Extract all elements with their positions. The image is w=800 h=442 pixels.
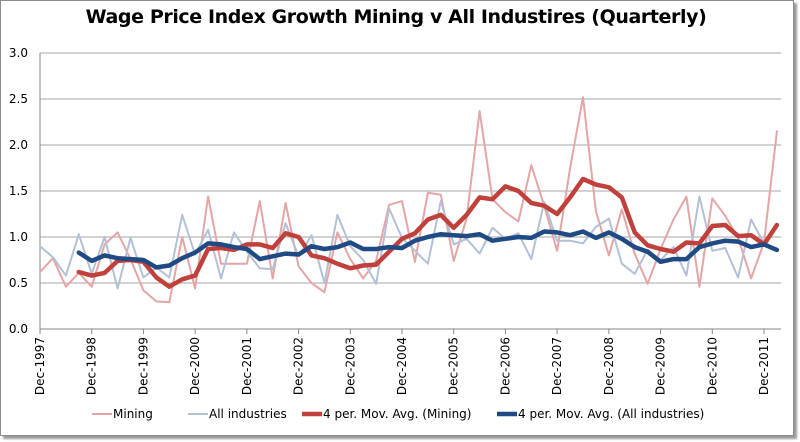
x-tick-label: Dec-2002 — [292, 337, 306, 395]
x-tick-label: Dec-2009 — [654, 337, 668, 395]
series-mining — [39, 96, 778, 304]
y-tick-label: 0.0 — [9, 322, 28, 336]
x-tick-label: Dec-2006 — [498, 337, 512, 395]
x-tick-label: Dec-2001 — [240, 337, 254, 395]
x-tick-label: Dec-1997 — [33, 337, 47, 395]
x-tick-label: Dec-2005 — [447, 337, 461, 395]
series-all-industries-moving-average — [76, 229, 780, 270]
legend-label: Mining — [113, 407, 153, 421]
y-tick-label: 3.0 — [9, 46, 28, 60]
y-tick-label: 1.0 — [9, 230, 28, 244]
x-tick-label: Dec-2007 — [550, 337, 564, 395]
legend: Mining All industries 4 per. Mov. Avg. (Mi… — [92, 407, 704, 421]
chart-title: Wage Price Index Growth Mining v All Ind… — [85, 6, 707, 28]
chart-frame — [0, 0, 794, 436]
legend-item-mining-moving-average: 4 per. Mov. Avg. (Mining) — [302, 407, 471, 421]
legend-item-mining: Mining — [92, 407, 153, 421]
series-lines — [39, 96, 780, 304]
series-mining-moving-average — [76, 176, 780, 289]
legend-label: 4 per. Mov. Avg. (Mining) — [323, 407, 471, 421]
legend-item-all-industries: All industries — [188, 407, 287, 421]
x-tick-label: Dec-2008 — [602, 337, 616, 395]
y-tick-label: 0.5 — [9, 276, 28, 290]
legend-label: 4 per. Mov. Avg. (All industries) — [518, 407, 704, 421]
y-tick-label: 2.5 — [9, 92, 28, 106]
x-tick-label: Dec-2000 — [188, 337, 202, 395]
gridlines — [40, 52, 781, 284]
y-axis-ticks: 0.0 0.5 1.0 1.5 2.0 2.5 3.0 — [9, 46, 28, 336]
legend-item-all-industries-moving-average: 4 per. Mov. Avg. (All industries) — [497, 407, 704, 421]
x-tick-label: Dec-2003 — [343, 337, 357, 395]
x-tick-label: Dec-1998 — [85, 337, 99, 395]
x-axis-ticks: Dec-1997 Dec-1998 Dec-1999 Dec-2000 Dec-2001… — [33, 329, 771, 395]
y-tick-label: 2.0 — [9, 138, 28, 152]
y-tick-label: 1.5 — [9, 184, 28, 198]
axes — [39, 53, 781, 330]
x-tick-label: Dec-2004 — [395, 337, 409, 395]
x-tick-label: Dec-1999 — [136, 337, 150, 395]
x-tick-label: Dec-2011 — [757, 337, 771, 395]
legend-label: All industries — [209, 407, 287, 421]
x-tick-label: Dec-2010 — [705, 337, 719, 395]
